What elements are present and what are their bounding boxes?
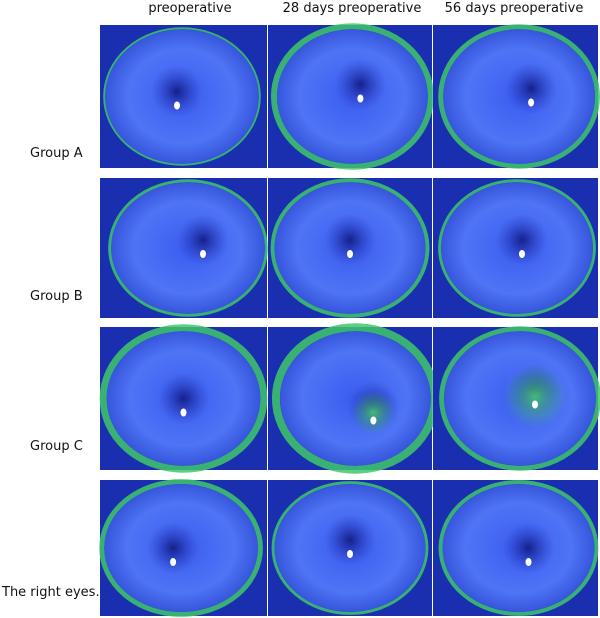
light-reflex (347, 250, 353, 258)
pupil (147, 522, 200, 574)
eye-photo (433, 480, 599, 616)
light-reflex (357, 94, 364, 103)
pupil (505, 62, 558, 115)
fluorescein-rim (438, 480, 599, 616)
light-reflex (532, 400, 538, 409)
row-label: Group A (30, 146, 83, 161)
fluorescein-rim (438, 24, 600, 169)
pupil (324, 514, 376, 566)
eye-photo (268, 23, 434, 170)
light-reflex (528, 98, 535, 107)
fluorescein-rim (439, 326, 600, 471)
fluorescein-rim (103, 27, 261, 166)
pupil (496, 214, 548, 266)
eye-photo (100, 25, 267, 168)
eye-photo (100, 178, 268, 318)
fluorescein-rim (108, 179, 268, 317)
stain (503, 364, 567, 429)
stain (351, 390, 396, 435)
light-reflex (525, 558, 532, 566)
eye-photo (268, 178, 432, 318)
eye-photo (433, 326, 600, 471)
light-reflex (519, 250, 525, 258)
eye-photo (433, 178, 598, 318)
pupil (177, 214, 229, 266)
row-label: Group B (30, 289, 83, 304)
light-reflex (174, 101, 180, 110)
eye-photo (268, 323, 439, 474)
column-header: preoperative (148, 1, 231, 16)
eye-photo (99, 324, 268, 473)
fluorescein-rim (99, 479, 263, 617)
eye-photo (433, 24, 600, 169)
pupil (151, 65, 203, 118)
eye-photo (268, 480, 432, 616)
light-reflex (170, 558, 177, 566)
fluorescein-rim (270, 178, 430, 318)
light-reflex (180, 408, 187, 417)
row-label: Group C (30, 439, 83, 454)
row-label: The right eyes. (1, 585, 100, 600)
light-reflex (370, 416, 377, 425)
fluorescein-rim (270, 23, 434, 170)
pupil (157, 372, 210, 425)
light-reflex (347, 550, 353, 558)
pupil (502, 522, 555, 574)
fluorescein-rim (438, 179, 596, 317)
column-header: 28 days preoperative (283, 1, 422, 16)
fluorescein-rim (99, 324, 268, 473)
fluorescein-rim (271, 481, 429, 615)
light-reflex (200, 250, 206, 258)
pupil (334, 58, 387, 111)
pupil (324, 214, 376, 266)
column-header: 56 days preoperative (445, 1, 584, 16)
eye-photo (99, 479, 267, 617)
